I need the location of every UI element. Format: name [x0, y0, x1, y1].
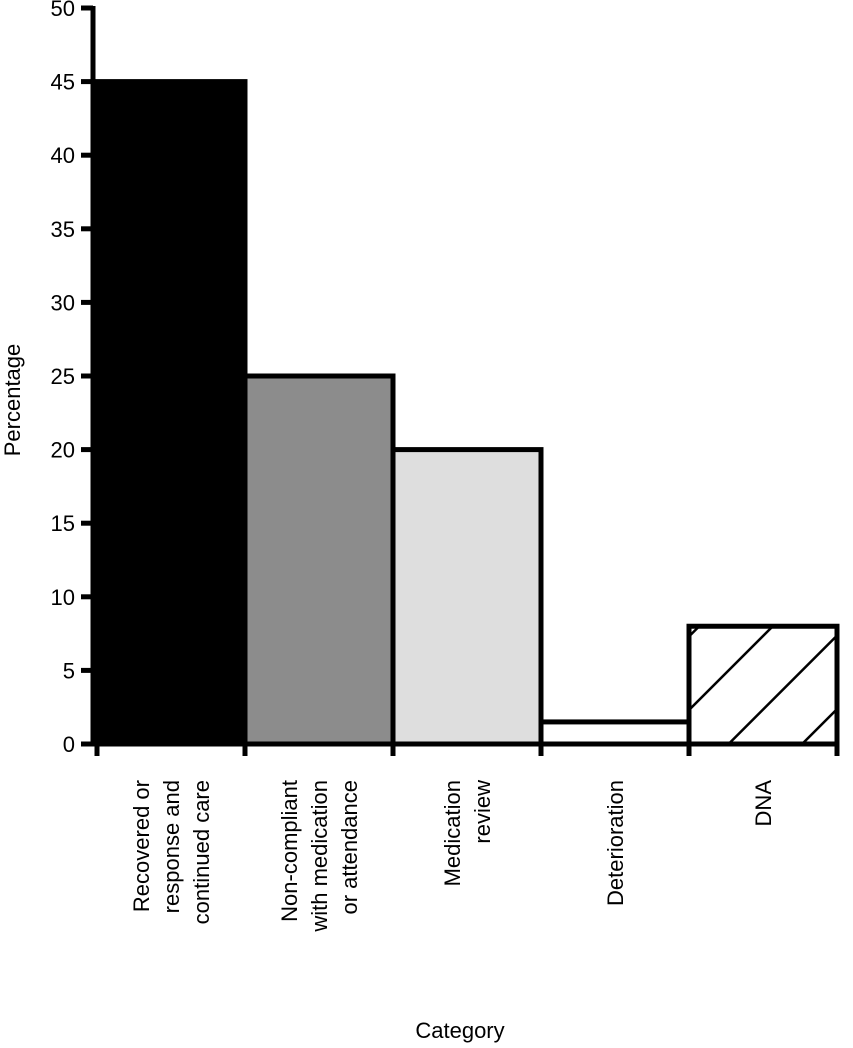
category-label-1: Recovered or response and continued care — [129, 780, 214, 924]
labels-layer: 0 5 10 15 20 25 30 35 40 45 50 Recovered or response… — [51, 0, 776, 933]
category-label-4: Deterioration — [603, 780, 628, 906]
bar-4 — [538, 719, 692, 747]
axes-layer — [81, 5, 840, 756]
bar-1 — [94, 79, 248, 747]
category-label-line: review — [470, 780, 495, 844]
y-tick-label: 15 — [51, 511, 75, 536]
category-label-line: Deterioration — [603, 780, 628, 906]
y-tick-label: 0 — [63, 732, 75, 757]
bar-3 — [390, 447, 544, 747]
category-label-line: Non-compliant — [277, 780, 302, 922]
category-label-line: continued care — [189, 780, 214, 924]
y-tick-label: 5 — [63, 658, 75, 683]
x-axis-title: Category — [415, 1018, 504, 1043]
y-tick-label: 20 — [51, 438, 75, 463]
y-tick-label: 45 — [51, 70, 75, 95]
bars-layer — [94, 79, 840, 747]
y-axis-title: Percentage — [0, 344, 25, 457]
y-tick-label: 30 — [51, 290, 75, 315]
bar-2 — [242, 373, 396, 747]
y-tick-label: 25 — [51, 364, 75, 389]
bar-5 — [686, 623, 840, 747]
category-label-3: Medication review — [440, 780, 495, 886]
y-tick-label: 10 — [51, 585, 75, 610]
category-label-line: Medication — [440, 780, 465, 886]
category-label-line: response and — [159, 780, 184, 913]
category-label-line: Recovered or — [129, 780, 154, 912]
y-tick-label: 40 — [51, 143, 75, 168]
y-tick-label: 50 — [51, 0, 75, 21]
category-label-line: with medication — [307, 780, 332, 933]
category-label-line: or attendance — [337, 780, 362, 915]
y-tick-label: 35 — [51, 217, 75, 242]
category-label-5: DNA — [751, 780, 776, 827]
category-label-2: Non-compliant with medication or attendanc… — [277, 780, 362, 933]
category-label-line: DNA — [751, 780, 776, 827]
